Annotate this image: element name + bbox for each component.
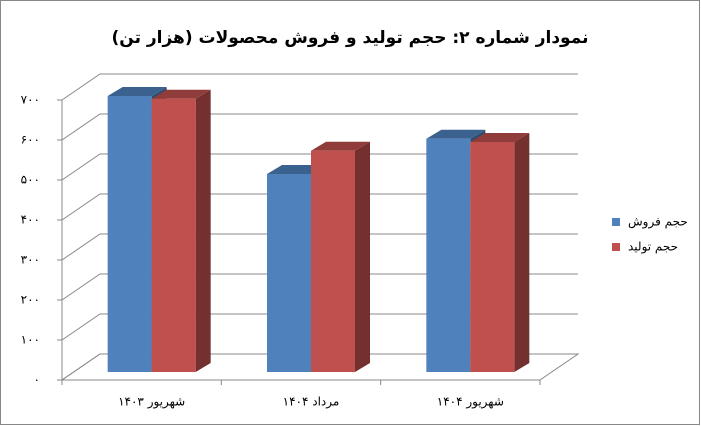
grid-line [61, 313, 578, 341]
bar [470, 133, 530, 372]
bar-top [426, 129, 486, 139]
bar-top [470, 133, 530, 142]
bar-front [426, 138, 471, 372]
y-tick-label: ۲۰۰ [21, 293, 40, 307]
chart-title: نمودار شماره ۲: حجم تولید و فروش محصولات… [112, 28, 589, 48]
bar-side [195, 89, 211, 373]
legend-label: حجم تولید [628, 240, 678, 255]
x-tick-label: شهریور ۱۴۰۳ [118, 395, 185, 410]
grid-line [61, 73, 578, 101]
legend-swatch [612, 218, 620, 226]
x-tick-label: مرداد ۱۴۰۴ [283, 395, 340, 410]
grid-line [61, 233, 578, 261]
y-tick-label: ۱۰۰ [21, 333, 40, 347]
bar-front [107, 96, 152, 372]
y-tick-label: ۴۰۰ [21, 213, 40, 227]
bar-top [107, 87, 167, 96]
grid-line [61, 273, 578, 301]
y-tick-label: ۷۰۰ [21, 93, 40, 107]
grid-line [61, 153, 578, 181]
y-tick-label: ۰ [34, 373, 40, 387]
legend-label: حجم فروش [628, 215, 688, 230]
legend-swatch [612, 243, 620, 251]
grid-line [61, 353, 578, 381]
y-tick-label: ۵۰۰ [21, 173, 40, 187]
bar-front [470, 142, 515, 372]
bar-top [311, 141, 370, 151]
bar [151, 89, 211, 373]
bar-front [311, 150, 355, 372]
bar-front [267, 174, 311, 372]
x-tick-label: شهریور ۱۴۰۴ [437, 395, 504, 410]
bar-top [151, 89, 211, 99]
bar [311, 141, 370, 372]
y-tick-label: ۳۰۰ [21, 253, 40, 267]
y-tick-label: ۶۰۰ [21, 133, 40, 147]
bar-side [514, 133, 530, 372]
grid-line [61, 193, 578, 221]
bar-side [355, 141, 370, 372]
grid-line [61, 113, 578, 141]
bar-front [151, 98, 196, 373]
